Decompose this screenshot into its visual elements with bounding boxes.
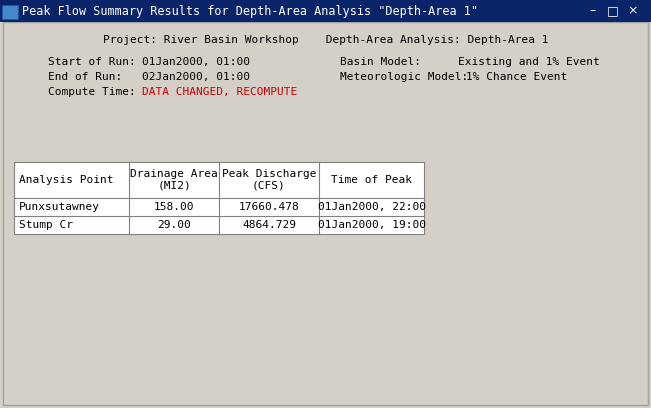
Text: 17660.478: 17660.478	[239, 202, 299, 212]
Text: End of Run:: End of Run:	[48, 72, 122, 82]
Text: Time of Peak: Time of Peak	[331, 175, 412, 185]
Text: □: □	[607, 4, 619, 18]
Text: 01Jan2000, 01:00: 01Jan2000, 01:00	[142, 57, 250, 67]
Text: 158.00: 158.00	[154, 202, 194, 212]
Bar	[14, 162, 424, 234]
Text: Stump Cr: Stump Cr	[19, 220, 73, 230]
Bar	[2, 5, 18, 19]
Text: Peak Discharge
(CFS): Peak Discharge (CFS)	[222, 169, 316, 191]
Text: Basin Model:: Basin Model:	[340, 57, 421, 67]
Text: Compute Time:: Compute Time:	[48, 87, 136, 97]
Text: Start of Run:: Start of Run:	[48, 57, 136, 67]
Text: Analysis Point: Analysis Point	[19, 175, 113, 185]
Text: Drainage Area
(MI2): Drainage Area (MI2)	[130, 169, 218, 191]
Text: 4864.729: 4864.729	[242, 220, 296, 230]
Text: 02Jan2000, 01:00: 02Jan2000, 01:00	[142, 72, 250, 82]
Text: Peak Flow Summary Results for Depth-Area Analysis "Depth-Area 1": Peak Flow Summary Results for Depth-Area…	[22, 4, 478, 18]
Text: 01Jan2000, 19:00: 01Jan2000, 19:00	[318, 220, 426, 230]
Text: Meteorologic Model:: Meteorologic Model:	[340, 72, 468, 82]
Text: Project: River Basin Workshop    Depth-Area Analysis: Depth-Area 1: Project: River Basin Workshop Depth-Area…	[103, 35, 548, 45]
Text: ×: ×	[628, 4, 638, 18]
Text: 01Jan2000, 22:00: 01Jan2000, 22:00	[318, 202, 426, 212]
Text: –: –	[590, 4, 596, 18]
Text: Existing and 1% Event: Existing and 1% Event	[458, 57, 600, 67]
Text: 1% Chance Event: 1% Chance Event	[466, 72, 567, 82]
Text: DATA CHANGED, RECOMPUTE: DATA CHANGED, RECOMPUTE	[142, 87, 298, 97]
Text: Punxsutawney: Punxsutawney	[19, 202, 100, 212]
Bar	[0, 0, 651, 22]
Text: 29.00: 29.00	[157, 220, 191, 230]
